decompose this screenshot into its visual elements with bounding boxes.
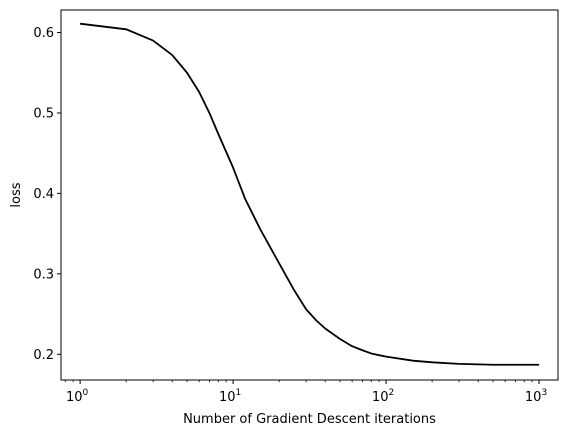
plot-frame: [60, 9, 559, 381]
y-tick-label: 0.5: [33, 106, 54, 121]
y-tick-label: 0.4: [33, 187, 54, 202]
y-tick-label: 0.3: [33, 267, 54, 282]
x-axis-ticks: 100 101 102 103: [64, 380, 547, 405]
x-tick-base: 10: [525, 390, 542, 405]
y-tick-label: 0.2: [33, 348, 54, 363]
x-tick-exponent: 3: [541, 388, 547, 398]
x-tick-base: 10: [66, 390, 83, 405]
x-axis-label: Number of Gradient Descent iterations: [183, 412, 436, 427]
x-tick-label: 100: [66, 388, 89, 405]
x-tick-exponent: 0: [83, 388, 89, 398]
x-tick-label: 103: [525, 388, 547, 405]
x-tick-base: 10: [219, 390, 236, 405]
y-axis-ticks: 0.2 0.3 0.4 0.5 0.6: [33, 26, 61, 363]
y-tick-label: 0.6: [33, 26, 54, 41]
x-tick-base: 10: [372, 390, 389, 405]
x-tick-label: 101: [219, 388, 241, 405]
x-tick-label: 102: [372, 388, 394, 405]
loss-line: [80, 22, 540, 366]
x-tick-exponent: 1: [235, 388, 241, 398]
x-tick-exponent: 2: [388, 388, 394, 398]
y-axis-label: loss: [9, 182, 24, 207]
